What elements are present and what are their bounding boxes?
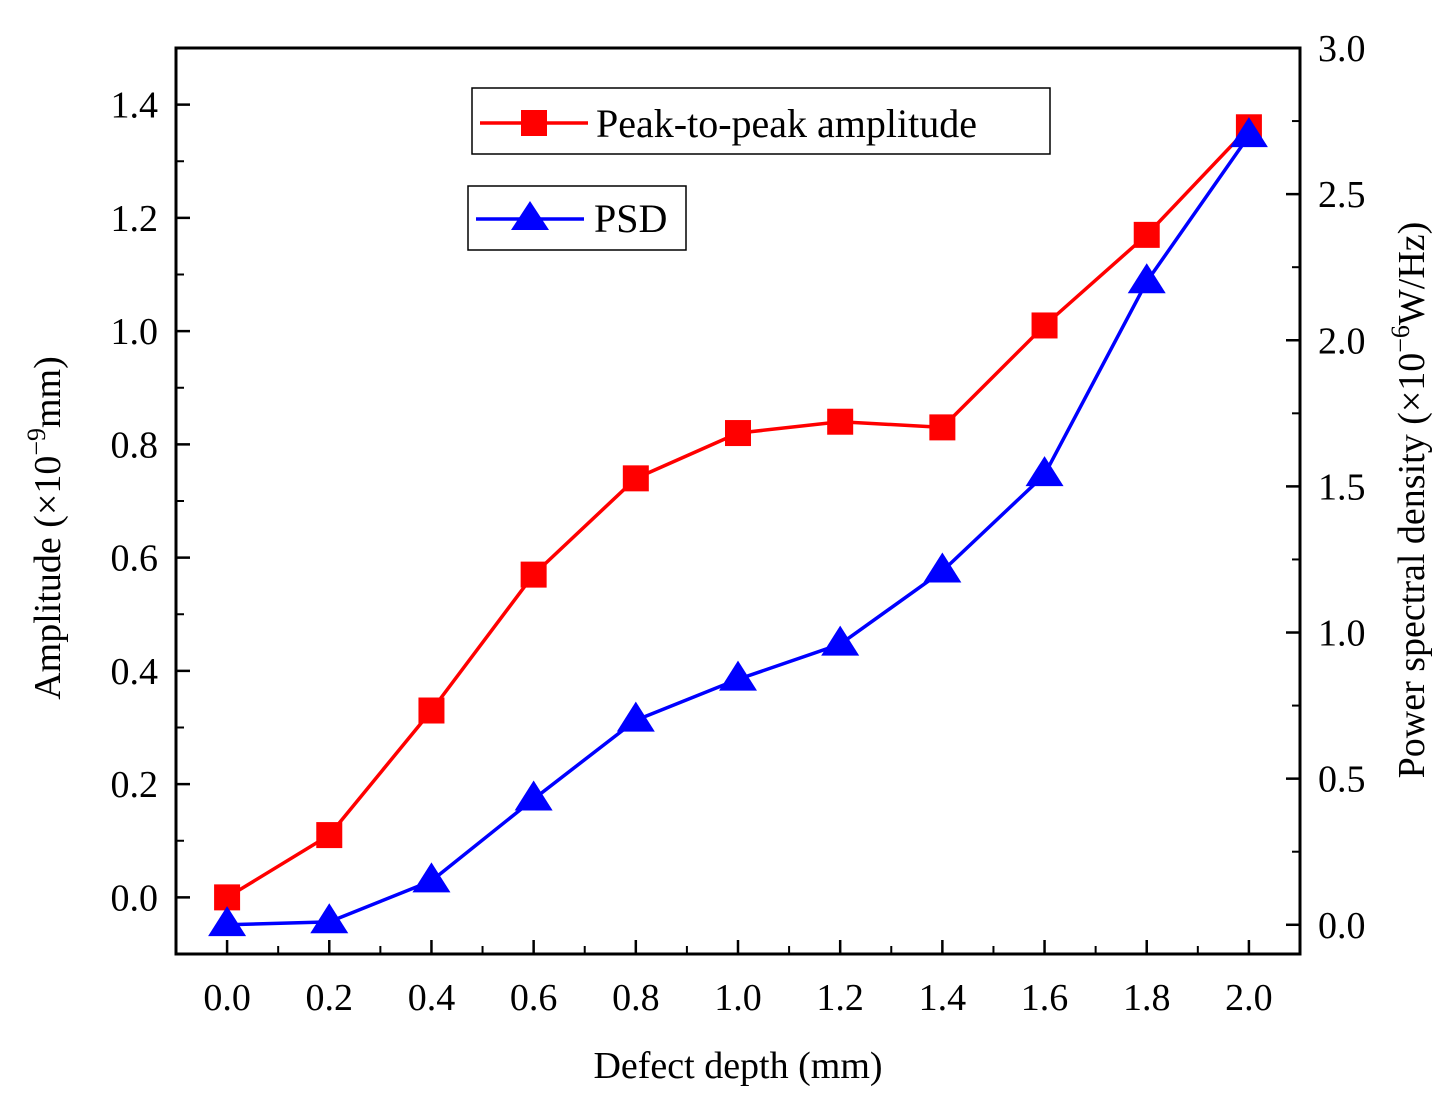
psd-point xyxy=(719,660,757,691)
y-tick-label: 0.2 xyxy=(111,764,159,806)
amplitude-point xyxy=(929,414,956,441)
series-line-amplitude xyxy=(226,126,1251,899)
legend-psd-label: PSD xyxy=(594,196,667,241)
psd-point xyxy=(310,903,349,934)
x-tick-label: 1.0 xyxy=(714,977,762,1019)
amplitude-point xyxy=(725,420,751,447)
x-tick-label: 1.6 xyxy=(1021,977,1069,1019)
y2-tick-label: 2.0 xyxy=(1318,320,1366,362)
y2-tick-label: 0.0 xyxy=(1318,905,1366,947)
amplitude-point xyxy=(1133,221,1160,248)
legend-psd-marker xyxy=(511,201,549,230)
series-line-psd xyxy=(227,134,1251,927)
y2-tick-label: 0.5 xyxy=(1318,759,1366,801)
y-axis-title-sup: −9 xyxy=(22,428,51,456)
legend-amplitude: Peak-to-peak amplitude xyxy=(471,87,1051,155)
psd-point xyxy=(616,701,655,732)
psd-point xyxy=(412,862,451,893)
y2-tick-label: 3.0 xyxy=(1318,28,1366,70)
y2-tick-label: 1.0 xyxy=(1318,613,1366,655)
psd-point xyxy=(821,625,860,656)
labels-layer: 0.0 0.2 0.4 0.6 0.8 1.0 1.2 1.4 1.6 1.8 2.0 0.0 0.2 0… xyxy=(111,28,1366,1019)
x-tick-label: 0.0 xyxy=(203,977,251,1019)
psd-point xyxy=(514,780,553,811)
x-tick-label: 1.8 xyxy=(1123,977,1171,1019)
x-tick-label: 0.6 xyxy=(510,977,558,1019)
series-layer xyxy=(208,114,1268,937)
y2-axis-title-sup: −6 xyxy=(1386,325,1415,353)
y-axis-title-suffix: mm) xyxy=(27,356,69,428)
x-tick-label: 0.2 xyxy=(306,977,354,1019)
y2-axis-title: Power spectral density (×10−6W/Hz) xyxy=(1386,222,1433,779)
y-axis-title-prefix: Amplitude (×10 xyxy=(27,456,69,700)
y-tick-label: 1.2 xyxy=(111,198,159,240)
y-tick-label: 0.0 xyxy=(111,877,159,919)
x-tick-label: 0.4 xyxy=(408,977,456,1019)
amplitude-point xyxy=(622,465,649,492)
psd-point xyxy=(923,552,962,583)
amplitude-point xyxy=(1031,312,1058,339)
y2-axis-title-prefix: Power spectral density (×10 xyxy=(1391,353,1433,779)
psd-point xyxy=(1025,456,1064,487)
x-tick-label: 1.2 xyxy=(816,977,864,1019)
legend-amplitude-label: Peak-to-peak amplitude xyxy=(596,101,977,146)
legend-amplitude-marker xyxy=(521,110,547,136)
y2-axis-title-suffix: W/Hz) xyxy=(1391,222,1433,325)
psd-point xyxy=(1127,263,1166,294)
x-tick-label: 0.8 xyxy=(612,977,660,1019)
y-tick-label: 0.6 xyxy=(111,538,159,580)
psd-point xyxy=(208,906,247,937)
amplitude-point xyxy=(827,408,854,435)
amplitude-point xyxy=(418,697,445,724)
legend-amplitude-box xyxy=(471,87,1051,155)
y-tick-label: 0.4 xyxy=(111,651,159,693)
plot-frame xyxy=(174,46,1302,956)
y-tick-label: 0.8 xyxy=(111,424,159,466)
x-tick-label: 2.0 xyxy=(1225,977,1273,1019)
legend-psd: PSD xyxy=(467,185,687,251)
x-axis-title: Defect depth (mm) xyxy=(593,1045,882,1087)
amplitude-point xyxy=(520,561,547,588)
amplitude-point xyxy=(214,884,241,911)
amplitude-point xyxy=(316,822,343,849)
y2-tick-label: 1.5 xyxy=(1318,466,1366,508)
psd-point xyxy=(1229,117,1268,148)
y-tick-label: 1.0 xyxy=(111,311,159,353)
y2-tick-label: 2.5 xyxy=(1318,174,1366,216)
x-tick-label: 1.4 xyxy=(919,977,967,1019)
y-axis-title: Amplitude (×10−9mm) xyxy=(22,356,69,700)
y-tick-label: 1.4 xyxy=(111,85,159,127)
